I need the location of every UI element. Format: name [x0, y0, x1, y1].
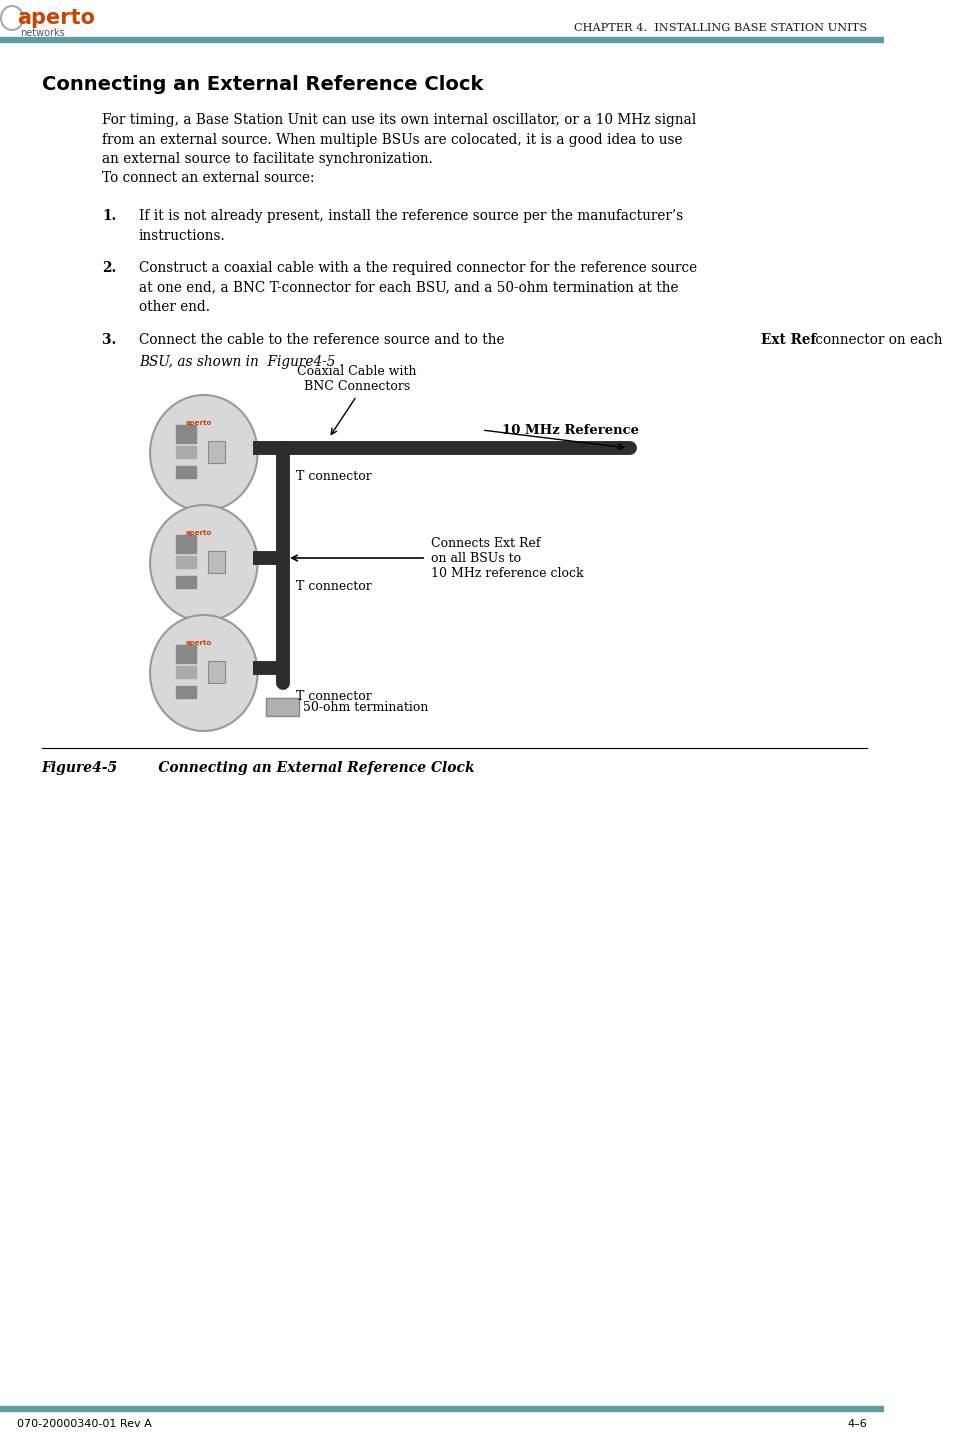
Text: 50-ohm termination: 50-ohm termination — [303, 700, 428, 713]
Text: Connects Ext Ref
on all BSUs to
10 MHz reference clock: Connects Ext Ref on all BSUs to 10 MHz r… — [431, 537, 583, 580]
Text: Ext Ref: Ext Ref — [760, 333, 816, 346]
Bar — [175, 446, 196, 457]
Text: 10 MHz Reference: 10 MHz Reference — [501, 423, 639, 436]
Text: T connector: T connector — [296, 580, 372, 593]
Bar — [0, 1405, 882, 1411]
Text: aperto: aperto — [186, 641, 213, 646]
Text: T connector: T connector — [296, 470, 372, 483]
Text: T connector: T connector — [296, 690, 372, 703]
Bar — [175, 556, 196, 569]
Text: Connecting an External Reference Clock: Connecting an External Reference Clock — [42, 75, 482, 94]
Circle shape — [150, 395, 257, 511]
Bar — [175, 685, 196, 698]
Bar — [175, 466, 196, 478]
Text: BSU, as shown in  Figure4-5 .: BSU, as shown in Figure4-5 . — [139, 355, 344, 369]
Text: 2.: 2. — [102, 261, 116, 276]
Text: connector on each: connector on each — [810, 333, 941, 346]
Bar — [175, 426, 196, 443]
Bar — [175, 667, 196, 678]
Text: 1.: 1. — [102, 209, 116, 224]
Text: CHAPTER 4.  INSTALLING BASE STATION UNITS: CHAPTER 4. INSTALLING BASE STATION UNITS — [574, 23, 866, 33]
Bar — [175, 535, 196, 553]
Bar — [0, 36, 882, 42]
Text: aperto: aperto — [16, 9, 94, 27]
Text: To connect an external source:: To connect an external source: — [102, 172, 314, 185]
Text: 4–6: 4–6 — [846, 1418, 866, 1429]
Text: 070-20000340-01 Rev A: 070-20000340-01 Rev A — [16, 1418, 152, 1429]
Text: Connect the cable to the reference source and to the: Connect the cable to the reference sourc… — [139, 333, 508, 346]
Text: 3.: 3. — [102, 333, 116, 346]
Bar — [208, 661, 225, 683]
Bar — [266, 698, 299, 716]
Circle shape — [150, 615, 257, 732]
Bar — [175, 576, 196, 587]
Text: Coaxial Cable with
BNC Connectors: Coaxial Cable with BNC Connectors — [296, 365, 416, 392]
Text: If it is not already present, install the reference source per the manufacturer’: If it is not already present, install th… — [139, 209, 682, 242]
Text: For timing, a Base Station Unit can use its own internal oscillator, or a 10 MHz: For timing, a Base Station Unit can use … — [102, 113, 696, 166]
Text: networks: networks — [20, 27, 65, 38]
Bar — [175, 645, 196, 662]
Text: aperto: aperto — [186, 420, 213, 426]
Text: Connecting an External Reference Clock: Connecting an External Reference Clock — [134, 760, 475, 775]
Circle shape — [150, 505, 257, 620]
Bar — [208, 551, 225, 573]
Text: Construct a coaxial cable with a the required connector for the reference source: Construct a coaxial cable with a the req… — [139, 261, 697, 315]
Bar — [208, 442, 225, 463]
Text: aperto: aperto — [186, 530, 213, 535]
Text: Figure4-5: Figure4-5 — [42, 760, 117, 775]
